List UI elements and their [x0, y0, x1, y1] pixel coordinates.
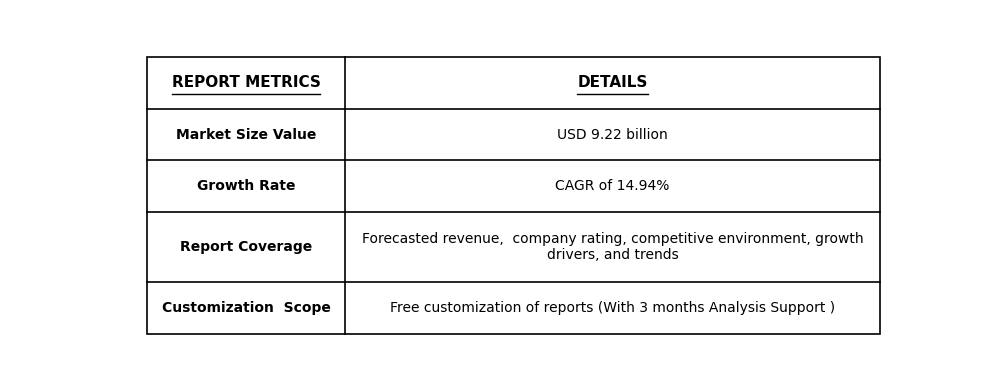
- Text: Forecasted revenue,  company rating, competitive environment, growth
drivers, an: Forecasted revenue, company rating, comp…: [362, 232, 864, 262]
- Text: Customization  Scope: Customization Scope: [161, 301, 331, 315]
- Text: Growth Rate: Growth Rate: [196, 179, 296, 194]
- Text: DETAILS: DETAILS: [577, 75, 647, 90]
- Text: Free customization of reports (With 3 months Analysis Support ): Free customization of reports (With 3 mo…: [390, 301, 835, 315]
- Text: Report Coverage: Report Coverage: [179, 240, 312, 254]
- Text: CAGR of 14.94%: CAGR of 14.94%: [555, 179, 669, 194]
- Text: USD 9.22 billion: USD 9.22 billion: [557, 128, 668, 142]
- Text: REPORT METRICS: REPORT METRICS: [171, 75, 321, 90]
- Text: Market Size Value: Market Size Value: [175, 128, 317, 142]
